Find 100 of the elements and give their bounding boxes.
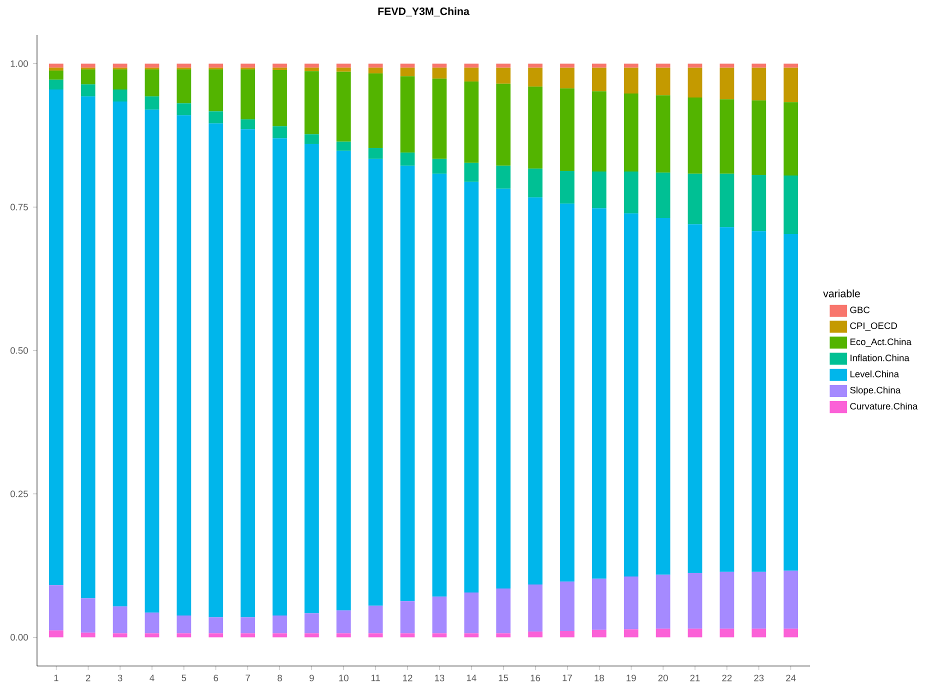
bar xyxy=(240,119,256,130)
bar xyxy=(464,68,479,82)
bar xyxy=(400,633,415,638)
bar xyxy=(272,138,287,616)
bar xyxy=(336,64,351,68)
bar xyxy=(304,633,319,638)
legend-label: Slope.China xyxy=(850,386,901,396)
bar xyxy=(528,168,542,198)
bar xyxy=(560,630,574,638)
bar xyxy=(784,68,798,102)
bar xyxy=(400,64,415,68)
bar xyxy=(400,601,415,634)
x-tick-label: 7 xyxy=(246,674,250,682)
bar xyxy=(272,70,287,126)
bar xyxy=(592,630,606,638)
bar xyxy=(752,572,766,629)
x-tick-label: 24 xyxy=(786,674,796,682)
bar xyxy=(336,610,351,634)
bar xyxy=(464,64,479,68)
bar xyxy=(112,102,128,606)
legend-title: variable xyxy=(823,290,860,298)
bar xyxy=(336,142,351,151)
bar xyxy=(464,633,479,638)
bar xyxy=(112,64,128,68)
bar xyxy=(688,64,702,68)
bar xyxy=(176,69,192,104)
bar xyxy=(304,68,319,72)
bar xyxy=(48,68,64,71)
bar xyxy=(496,588,511,634)
x-tick-label: 23 xyxy=(754,674,764,682)
legend-label: Curvature.China xyxy=(850,402,918,410)
bar xyxy=(496,633,511,638)
bar xyxy=(48,70,64,80)
bar xyxy=(80,84,96,96)
x-tick-label: 12 xyxy=(403,674,412,682)
bar xyxy=(624,629,638,638)
y-tick-label: 1.00 xyxy=(10,60,28,67)
bar xyxy=(656,218,670,575)
bar xyxy=(304,71,319,134)
bar xyxy=(208,617,224,634)
bar xyxy=(592,578,606,630)
bar xyxy=(304,134,319,144)
bar xyxy=(688,98,702,174)
bar xyxy=(688,174,702,224)
bar xyxy=(496,64,511,68)
bar xyxy=(496,84,511,166)
x-tick-label: 17 xyxy=(562,674,572,682)
bar xyxy=(592,208,606,579)
y-tick-label: 0.00 xyxy=(10,634,28,641)
bar xyxy=(624,68,638,94)
bar xyxy=(336,150,351,610)
bar xyxy=(272,126,287,138)
x-tick-label: 9 xyxy=(310,674,314,682)
bar xyxy=(752,231,766,572)
bar xyxy=(432,174,447,597)
x-tick-label: 16 xyxy=(530,674,540,682)
bar xyxy=(272,633,287,638)
bar xyxy=(432,78,447,159)
bar xyxy=(656,574,670,629)
bar xyxy=(560,68,574,88)
bar xyxy=(720,99,734,174)
y-tick-label: 0.25 xyxy=(10,490,28,498)
bar xyxy=(208,111,224,124)
bar xyxy=(656,64,670,68)
bar xyxy=(752,68,766,100)
bar xyxy=(48,64,64,68)
bar xyxy=(48,89,64,586)
bar xyxy=(464,81,479,163)
bar xyxy=(144,69,160,96)
bar xyxy=(624,64,638,68)
bar xyxy=(144,633,160,638)
bar xyxy=(304,144,319,614)
bar xyxy=(80,64,96,68)
bar xyxy=(624,94,638,172)
bar xyxy=(208,123,224,618)
x-tick-label: 19 xyxy=(626,674,636,682)
bar xyxy=(304,613,319,634)
bar xyxy=(528,632,542,638)
bar xyxy=(176,115,192,616)
bar xyxy=(368,73,383,148)
x-tick-label: 21 xyxy=(690,674,700,682)
bar xyxy=(432,68,447,79)
bar xyxy=(208,633,224,638)
bar xyxy=(368,633,383,638)
bar xyxy=(176,616,192,634)
x-tick-label: 10 xyxy=(339,674,348,682)
x-tick-label: 11 xyxy=(371,674,380,682)
bar xyxy=(720,628,734,638)
bar xyxy=(752,628,766,638)
bar xyxy=(368,148,383,159)
bar xyxy=(432,633,447,638)
bar xyxy=(208,64,224,68)
x-tick-label: 5 xyxy=(182,674,186,682)
bar xyxy=(496,188,511,589)
bar xyxy=(112,89,128,102)
bar xyxy=(464,182,479,593)
bar xyxy=(656,95,670,173)
bar xyxy=(144,64,160,68)
x-tick-label: 3 xyxy=(118,674,122,682)
bar xyxy=(400,68,415,76)
